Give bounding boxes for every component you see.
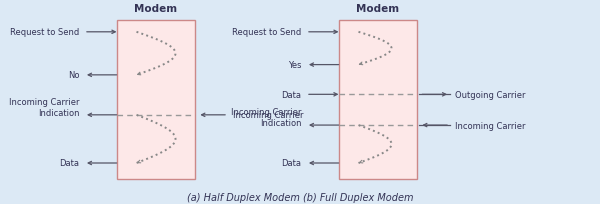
Text: Data: Data [59, 159, 79, 168]
Text: No: No [68, 71, 79, 80]
Text: Data: Data [281, 159, 301, 168]
Bar [117, 20, 195, 180]
Text: (a) Half Duplex Modem (b) Full Duplex Modem: (a) Half Duplex Modem (b) Full Duplex Mo… [187, 192, 413, 202]
Text: Outgoing Carrier: Outgoing Carrier [455, 90, 526, 99]
Bar [339, 20, 417, 180]
Text: Modem: Modem [356, 4, 400, 14]
Text: Incoming Carrier
Indication: Incoming Carrier Indication [9, 97, 79, 117]
Text: Incoming Carrier
Indication: Incoming Carrier Indication [230, 107, 301, 127]
Text: Modem: Modem [134, 4, 178, 14]
Text: Request to Send: Request to Send [10, 28, 79, 37]
Text: Request to Send: Request to Send [232, 28, 301, 37]
Text: Data: Data [281, 90, 301, 99]
Text: Incoming Carrier: Incoming Carrier [455, 121, 526, 130]
Text: Yes: Yes [287, 61, 301, 70]
Text: Incoming Carrier: Incoming Carrier [233, 111, 304, 120]
